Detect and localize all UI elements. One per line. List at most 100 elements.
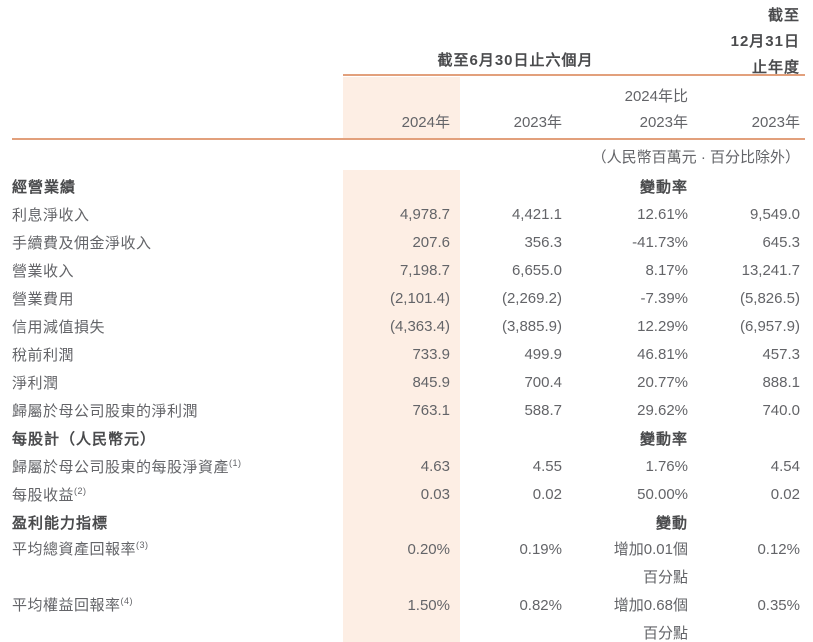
value-change: 20.77% (637, 373, 688, 391)
value-2023-annual: 9,549.0 (749, 205, 800, 223)
value-2023-annual: 4.54 (770, 457, 800, 475)
footnote-sup: (1) (229, 457, 242, 468)
value-change: 增加0.01個 百分點 (562, 536, 688, 592)
annual-period-caption: 截至 12月31日 止年度 (580, 3, 800, 81)
value-2024-interim: 845.9 (412, 373, 450, 391)
column-header-rule (12, 138, 805, 140)
footnote-sup: (2) (74, 485, 87, 496)
value-2023-interim: 356.3 (524, 233, 562, 251)
value-change: 50.00% (637, 485, 688, 503)
value-2024-interim: 7,198.7 (399, 261, 450, 279)
value-2023-annual: 0.12% (757, 541, 800, 558)
value-2023-annual: 13,241.7 (741, 261, 800, 279)
value-2023-annual: 888.1 (762, 373, 800, 391)
table-row-earnings-per-share: 每股收益(2) 0.03 0.02 50.00% 0.02 (12, 480, 800, 508)
value-change: 8.17% (645, 261, 688, 279)
table-row-operating-expenses: 營業費用 (2,101.4) (2,269.2) -7.39% (5,826.5… (12, 284, 800, 312)
row-label: 稅前利潤 (12, 346, 75, 364)
annual-caption-line1: 截至 (767, 7, 800, 24)
column-label-change-base: 2023年 (639, 114, 688, 131)
table-row-net-interest-income: 利息淨收入 4,978.7 4,421.1 12.61% 9,549.0 (12, 200, 800, 228)
value-change-line1: 增加0.68個 (613, 597, 688, 614)
row-label: 平均總資產回報率(3) (12, 540, 149, 559)
change-header: 變動 (655, 514, 688, 532)
value-2024-interim: 0.03 (420, 485, 450, 503)
interim-header-rule (343, 74, 805, 76)
row-label: 淨利潤 (12, 374, 59, 392)
table-row-credit-impairment-losses: 信用減值損失 (4,363.4) (3,885.9) 12.29% (6,957… (12, 312, 800, 340)
row-label: 平均權益回報率(4) (12, 596, 134, 615)
value-2024-interim: 4.63 (420, 457, 450, 475)
value-2023-annual: 457.3 (762, 345, 800, 363)
value-2023-annual: (6,957.9) (739, 317, 800, 335)
row-label: 盈利能力指標 (12, 514, 109, 532)
value-change: -7.39% (640, 289, 688, 307)
value-change: 46.81% (637, 345, 688, 363)
row-label: 每股計（人民幣元） (12, 430, 157, 448)
row-label: 歸屬於母公司股東的淨利潤 (12, 402, 199, 420)
value-2024-interim: (2,101.4) (389, 289, 450, 307)
value-change-line2: 百分點 (642, 625, 688, 642)
section-row-operating-results: 經營業績 變動率 (12, 172, 800, 200)
annual-caption-line3: 止年度 (751, 59, 800, 76)
value-change-line1: 增加0.01個 (613, 541, 688, 558)
column-label-spacer (12, 112, 340, 134)
value-2023-annual: 0.02 (770, 485, 800, 503)
value-2024-interim: 1.50% (407, 597, 450, 614)
row-label: 營業費用 (12, 290, 75, 308)
value-2023-interim: 700.4 (524, 373, 562, 391)
value-change: 1.76% (645, 457, 688, 475)
value-2023-annual: 0.35% (757, 597, 800, 614)
value-2023-annual: 740.0 (762, 401, 800, 419)
value-2024-interim: 207.6 (412, 233, 450, 251)
footnote-sup: (4) (120, 596, 134, 606)
column-label-2024-interim: 2024年 (401, 114, 450, 131)
value-2023-interim: 0.82% (519, 597, 562, 614)
value-change: 29.62% (637, 401, 688, 419)
footnote-sup: (3) (136, 540, 149, 550)
column-label-2023-annual: 2023年 (751, 114, 800, 131)
unit-note: （人民幣百萬元 · 百分比除外） (591, 149, 800, 166)
value-2023-interim: 588.7 (524, 401, 562, 419)
table-row-return-on-average-equity: 平均權益回報率(4) 1.50% 0.82% 增加0.68個 百分點 0.35% (12, 592, 800, 642)
change-caption-line1: 2024年比 (624, 88, 688, 105)
table-body: 經營業績 變動率 利息淨收入 4,978.7 4,421.1 12.61% 9,… (12, 172, 800, 642)
value-2023-interim: 6,655.0 (511, 261, 562, 279)
table-row-operating-income: 營業收入 7,198.7 6,655.0 8.17% 13,241.7 (12, 256, 800, 284)
interim-period-caption: 截至6月30日止六個月 (437, 52, 594, 69)
row-label: 每股收益(2) (12, 485, 87, 504)
value-2023-annual: (5,826.5) (739, 289, 800, 307)
value-2024-interim: 0.20% (407, 541, 450, 558)
value-change: 增加0.68個 百分點 (562, 592, 688, 642)
table-row-net-fee-income: 手續費及佣金淨收入 207.6 356.3 -41.73% 645.3 (12, 228, 800, 256)
row-label: 營業收入 (12, 262, 75, 280)
table-row-return-on-average-assets: 平均總資產回報率(3) 0.20% 0.19% 增加0.01個 百分點 0.12… (12, 536, 800, 592)
value-2023-annual: 645.3 (762, 233, 800, 251)
value-change: 12.29% (637, 317, 688, 335)
value-2023-interim: 499.9 (524, 345, 562, 363)
value-2023-interim: 4.55 (532, 457, 562, 475)
column-labels-row: 2024年 2023年 2023年 2023年 (12, 112, 800, 134)
table-row-net-profit-attributable: 歸屬於母公司股東的淨利潤 763.1 588.7 29.62% 740.0 (12, 396, 800, 424)
row-label: 信用減值損失 (12, 318, 106, 336)
annual-caption-line2: 12月31日 (730, 33, 800, 50)
value-2023-interim: 0.19% (519, 541, 562, 558)
row-label: 經營業績 (12, 178, 77, 196)
column-label-2023-interim: 2023年 (513, 114, 562, 131)
value-2023-interim: 4,421.1 (511, 205, 562, 223)
highlight-band-2024-body (343, 170, 460, 642)
value-2023-interim: (3,885.9) (501, 317, 562, 335)
row-label: 手續費及佣金淨收入 (12, 234, 152, 252)
value-change: -41.73% (632, 233, 688, 251)
value-2024-interim: 763.1 (412, 401, 450, 419)
change-rate-header: 變動率 (639, 430, 688, 448)
table-row-net-assets-per-share: 歸屬於母公司股東的每股淨資產(1) 4.63 4.55 1.76% 4.54 (12, 452, 800, 480)
value-2023-interim: (2,269.2) (501, 289, 562, 307)
value-change: 12.61% (637, 205, 688, 223)
value-2024-interim: (4,363.4) (389, 317, 450, 335)
row-label: 歸屬於母公司股東的每股淨資產(1) (12, 457, 242, 476)
highlight-band-2024-header (343, 77, 460, 138)
row-label: 利息淨收入 (12, 206, 90, 224)
change-column-caption: 2024年比 (562, 86, 688, 108)
